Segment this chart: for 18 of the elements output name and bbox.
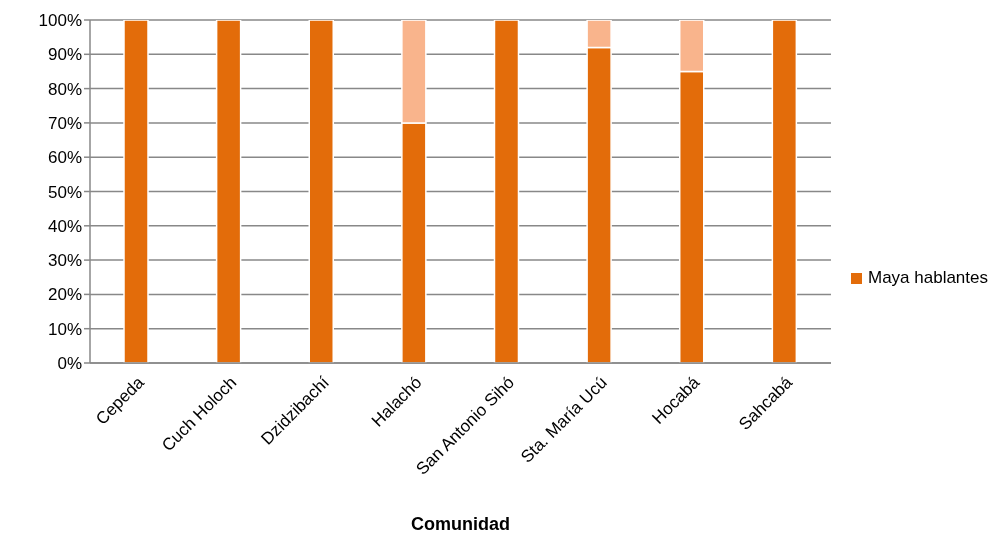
legend-label: Maya hablantes bbox=[867, 268, 988, 288]
bar bbox=[493, 20, 520, 363]
y-tick-label: 20% bbox=[47, 285, 82, 305]
y-tick-label: 100% bbox=[38, 11, 82, 31]
y-tick-label: 40% bbox=[47, 216, 82, 236]
bar bbox=[308, 20, 334, 363]
bar bbox=[215, 20, 242, 363]
y-tick-label: 60% bbox=[47, 148, 82, 168]
bar bbox=[123, 20, 149, 363]
y-tick-label: 0% bbox=[57, 354, 82, 374]
bar bbox=[771, 20, 798, 363]
y-tick-label: 30% bbox=[47, 251, 82, 271]
x-axis-title: Comunidad bbox=[410, 514, 510, 534]
y-tick-label: 90% bbox=[47, 45, 82, 65]
y-tick-label: 70% bbox=[47, 113, 82, 133]
y-tick-label: 10% bbox=[47, 319, 82, 339]
y-tick-label: 80% bbox=[47, 79, 82, 99]
y-tick-label: 50% bbox=[47, 182, 82, 202]
